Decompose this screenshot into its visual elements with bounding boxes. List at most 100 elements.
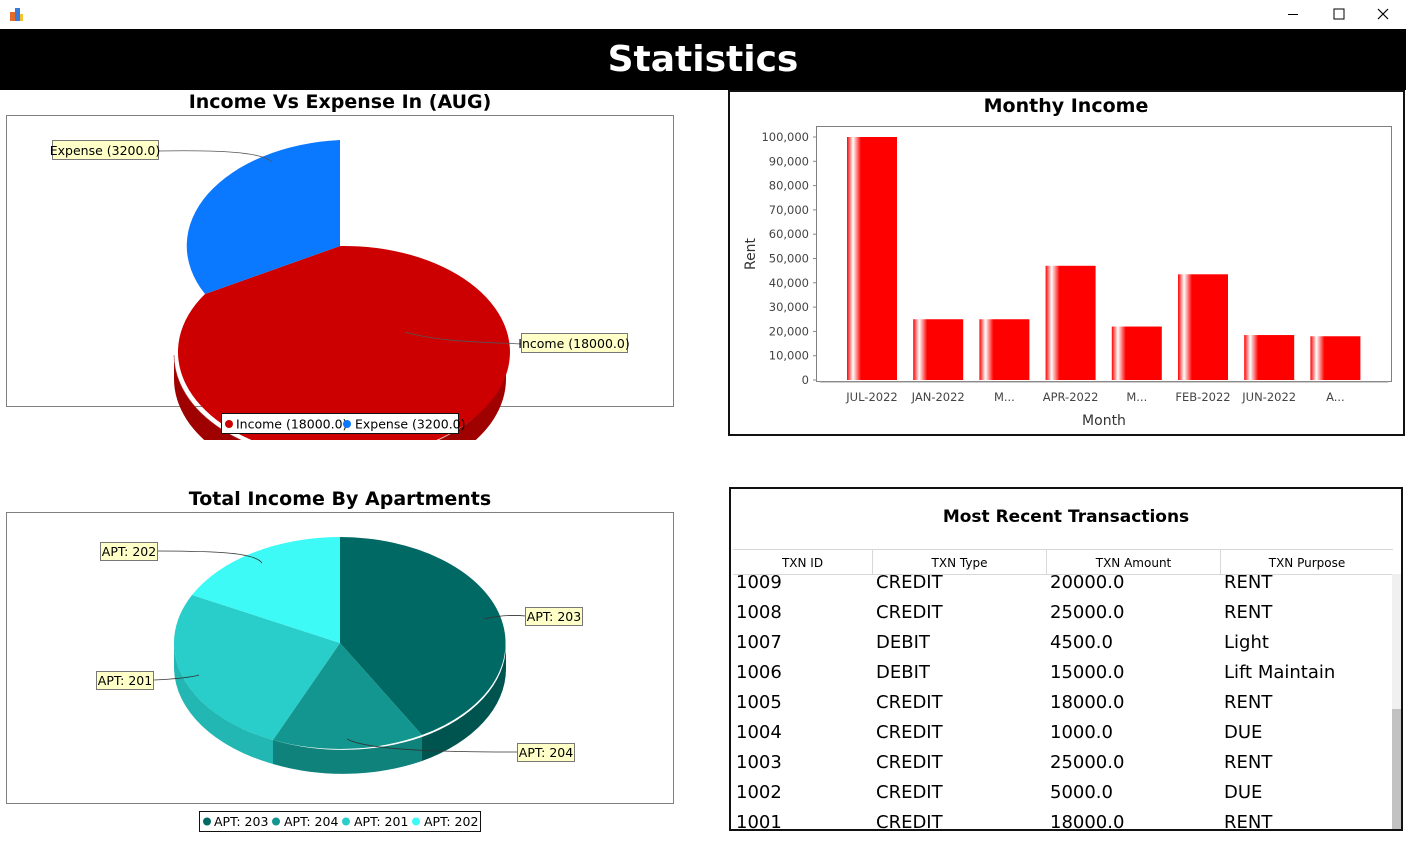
txn-type-cell: DEBIT bbox=[876, 632, 930, 653]
page-title: Statistics bbox=[607, 39, 799, 80]
txn-amount-cell: 15000.0 bbox=[1050, 662, 1125, 683]
legend-apt-204-marker bbox=[272, 817, 280, 826]
income-label-text: Income (18000.0) bbox=[518, 336, 629, 351]
txn-id-cell: 1004 bbox=[736, 722, 782, 743]
txn-purpose-cell: RENT bbox=[1224, 692, 1273, 713]
y-tick-label: 50,000 bbox=[769, 252, 809, 266]
txn-type-cell: CREDIT bbox=[876, 752, 943, 773]
column-header-txn-type[interactable]: TXN Type bbox=[873, 550, 1047, 574]
x-tick-label: JUN-2022 bbox=[1241, 390, 1296, 404]
txn-id-cell: 1001 bbox=[736, 812, 782, 831]
txn-purpose-cell: RENT bbox=[1224, 752, 1273, 773]
table-row[interactable]: 1003 CREDIT 25000.0 RENT bbox=[733, 754, 1393, 784]
bar bbox=[1045, 265, 1096, 380]
apartments-legend: APT: 203 APT: 204 APT: 201 APT: 202 bbox=[199, 811, 481, 832]
y-axis-label: Rent bbox=[743, 237, 759, 270]
txn-purpose-cell: RENT bbox=[1224, 602, 1273, 623]
bar bbox=[1310, 336, 1361, 380]
legend-apt-202-marker bbox=[412, 817, 420, 826]
txn-purpose-cell: Lift Maintain bbox=[1224, 662, 1336, 683]
bars bbox=[847, 137, 1361, 380]
legend-expense-label: Expense (3200.0) bbox=[355, 417, 466, 432]
x-tick-label: FEB-2022 bbox=[1175, 390, 1230, 404]
txn-amount-cell: 18000.0 bbox=[1050, 812, 1125, 831]
txn-purpose-cell: DUE bbox=[1224, 722, 1263, 743]
table-scrollbar[interactable] bbox=[1392, 574, 1401, 829]
txn-amount-cell: 18000.0 bbox=[1050, 692, 1125, 713]
txn-amount-cell: 25000.0 bbox=[1050, 752, 1125, 773]
legend-apt-201-marker bbox=[342, 817, 350, 826]
txn-type-cell: CREDIT bbox=[876, 812, 943, 831]
x-tick-label: JUL-2022 bbox=[845, 390, 897, 404]
legend-expense-marker bbox=[343, 420, 351, 428]
txn-purpose-cell: Light bbox=[1224, 632, 1269, 653]
apt-201-label: APT: 201 bbox=[96, 671, 154, 690]
txn-id-cell: 1006 bbox=[736, 662, 782, 683]
income-expense-legend: Income (18000.0) Expense (3200.0) bbox=[221, 413, 466, 434]
income-expense-chart: Expense (3200.0) Income (18000.0) Income… bbox=[6, 115, 674, 440]
monthly-income-plot-area bbox=[816, 126, 1392, 382]
txn-id-cell: 1003 bbox=[736, 752, 782, 773]
apt-202-label: APT: 202 bbox=[100, 542, 158, 561]
column-header-txn-amount[interactable]: TXN Amount bbox=[1047, 550, 1221, 574]
txn-id-cell: 1009 bbox=[736, 572, 782, 593]
x-tick-label: M... bbox=[1126, 390, 1147, 404]
income-slice bbox=[177, 245, 510, 440]
close-icon[interactable] bbox=[1360, 0, 1406, 29]
table-scroll-thumb[interactable] bbox=[1392, 709, 1401, 829]
apt-201-leader-line bbox=[153, 674, 200, 681]
bar bbox=[1178, 274, 1228, 380]
legend-income-label: Income (18000.0) bbox=[236, 417, 347, 432]
x-tick-label: JAN-2022 bbox=[911, 390, 965, 404]
table-row[interactable]: 1007 DEBIT 4500.0 Light bbox=[733, 634, 1393, 664]
txn-amount-cell: 20000.0 bbox=[1050, 572, 1125, 593]
txn-id-cell: 1005 bbox=[736, 692, 782, 713]
minimize-icon[interactable] bbox=[1270, 0, 1316, 29]
apt-204-label: APT: 204 bbox=[517, 743, 575, 762]
maximize-icon[interactable] bbox=[1316, 0, 1362, 29]
column-header-txn-id[interactable]: TXN ID bbox=[733, 550, 873, 574]
txn-id-cell: 1008 bbox=[736, 602, 782, 623]
income-label: Income (18000.0) bbox=[518, 333, 630, 353]
window-titlebar bbox=[0, 0, 1406, 30]
txn-type-cell: CREDIT bbox=[876, 722, 943, 743]
table-row[interactable]: 1006 DEBIT 15000.0 Lift Maintain bbox=[733, 664, 1393, 694]
txn-purpose-cell: RENT bbox=[1224, 572, 1273, 593]
bar bbox=[979, 319, 1030, 380]
apt-201-side bbox=[174, 645, 273, 764]
apt-201-label-text: APT: 201 bbox=[98, 673, 152, 688]
table-row[interactable]: 1009 CREDIT 20000.0 RENT bbox=[733, 574, 1393, 604]
legend-income-marker bbox=[225, 420, 233, 428]
table-row[interactable]: 1001 CREDIT 18000.0 RENT bbox=[733, 812, 1393, 831]
x-axis-label: Month bbox=[1082, 413, 1126, 429]
txn-amount-cell: 4500.0 bbox=[1050, 632, 1113, 653]
x-axis-ticks: JUL-2022 JAN-2022 M... APR-2022 M... FEB-2022… bbox=[820, 381, 1388, 404]
apt-204-side bbox=[273, 737, 422, 774]
y-tick-label: 0 bbox=[802, 373, 809, 387]
apt-204-slice bbox=[273, 643, 422, 749]
bar bbox=[1111, 326, 1162, 380]
table-row[interactable]: 1004 CREDIT 1000.0 DUE bbox=[733, 724, 1393, 754]
expense-label-text: Expense (3200.0) bbox=[50, 143, 161, 158]
expense-label: Expense (3200.0) bbox=[50, 140, 161, 160]
header-bar: Statistics bbox=[0, 29, 1406, 90]
table-row[interactable]: 1005 CREDIT 18000.0 RENT bbox=[733, 694, 1393, 724]
apt-204-leader-line bbox=[346, 738, 519, 753]
app-icon bbox=[10, 8, 23, 21]
apartments-chart: APT: 202 APT: 203 APT: 201 APT: 204 APT:… bbox=[6, 512, 674, 832]
transactions-panel: Most Recent Transactions TXN ID TXN Type… bbox=[729, 487, 1403, 831]
y-tick-label: 20,000 bbox=[769, 324, 809, 338]
column-header-txn-purpose[interactable]: TXN Purpose bbox=[1268, 556, 1346, 570]
x-tick-label: M... bbox=[994, 390, 1015, 404]
apt-203-label: APT: 203 bbox=[525, 607, 583, 626]
y-axis-ticks: 0 10,000 20,000 30,000 40,000 50,000 60,000 70,… bbox=[761, 130, 817, 387]
legend-apt-201-label: APT: 201 bbox=[354, 814, 408, 829]
apt-202-slice bbox=[192, 537, 340, 643]
legend-apt-204-label: APT: 204 bbox=[284, 814, 338, 829]
table-row[interactable]: 1002 CREDIT 5000.0 DUE bbox=[733, 784, 1393, 814]
bar bbox=[1244, 335, 1295, 380]
apt-203-leader-line bbox=[483, 615, 527, 620]
income-slice-side bbox=[174, 355, 506, 440]
table-row[interactable]: 1008 CREDIT 25000.0 RENT bbox=[733, 604, 1393, 634]
txn-type-cell: CREDIT bbox=[876, 692, 943, 713]
